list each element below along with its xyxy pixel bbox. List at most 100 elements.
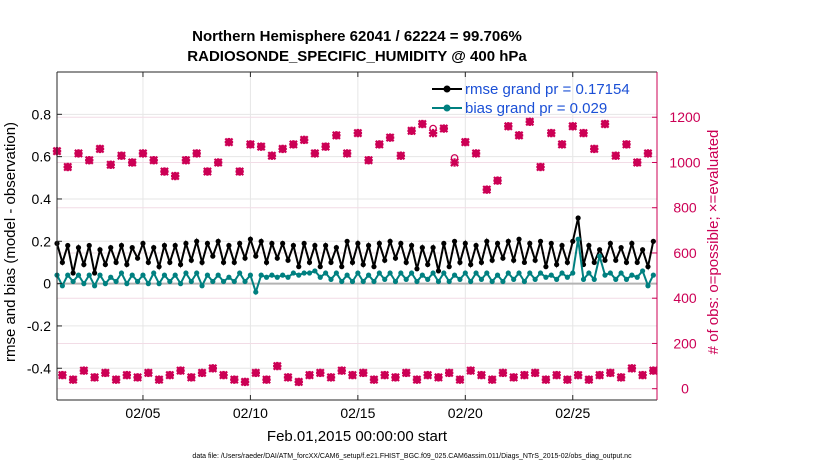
- rmse-point: [419, 245, 425, 251]
- obs-evaluated-point: [305, 370, 314, 380]
- bias-point: [607, 270, 613, 276]
- rmse-point: [151, 245, 157, 251]
- rmse-point: [59, 259, 65, 266]
- bias-point: [113, 278, 119, 285]
- bias-point: [441, 270, 447, 276]
- obs-evaluated-point: [353, 128, 363, 138]
- rmse-point: [645, 264, 651, 270]
- bias-point: [263, 274, 270, 280]
- y-tick-label: 0.8: [32, 106, 52, 122]
- bias-point: [408, 270, 415, 276]
- obs-evaluated-point: [154, 375, 164, 385]
- rmse-point: [263, 259, 270, 266]
- rmse-point: [65, 242, 71, 249]
- rmse-point: [210, 253, 216, 259]
- obs-evaluated-point: [165, 370, 175, 380]
- bias-point: [591, 276, 597, 282]
- rmse-point: [344, 238, 350, 244]
- rmse-point: [650, 238, 656, 244]
- y-tick-label: 0: [43, 276, 51, 292]
- obs-evaluated-point: [536, 162, 545, 172]
- bias-point: [333, 270, 339, 276]
- bias-point: [457, 276, 463, 282]
- rmse-point: [430, 245, 436, 251]
- obs-evaluated-point: [369, 375, 379, 385]
- bias-point: [451, 272, 458, 278]
- rmse-point: [81, 261, 87, 268]
- bias-point: [242, 278, 248, 285]
- obs-evaluated-point: [229, 375, 239, 385]
- obs-evaluated-point: [444, 368, 454, 378]
- obs-evaluated-point: [106, 160, 116, 170]
- rmse-point: [543, 264, 549, 270]
- rmse-point: [145, 259, 151, 266]
- bias-point: [580, 276, 587, 282]
- rmse-line: [56, 217, 655, 274]
- obs-evaluated-point: [90, 373, 99, 382]
- rmse-point: [86, 242, 92, 249]
- obs-evaluated-point: [283, 373, 293, 382]
- bias-point: [570, 270, 576, 276]
- rmse-point: [408, 242, 415, 249]
- obs-evaluated-point: [299, 135, 309, 145]
- bias-point: [462, 270, 468, 276]
- rmse-point: [446, 264, 452, 270]
- bias-point: [484, 270, 490, 276]
- bias-point: [274, 274, 280, 280]
- obs-evaluated-point: [331, 130, 341, 140]
- rmse-point: [92, 270, 98, 276]
- bias-point: [634, 274, 640, 280]
- obs-evaluated-point: [57, 370, 67, 380]
- obs-evaluated-point: [460, 137, 470, 147]
- obs-evaluated-point: [289, 140, 298, 149]
- bias-point: [339, 278, 345, 285]
- obs-evaluated-point: [520, 370, 529, 380]
- bias-point: [355, 270, 361, 276]
- bias-point: [102, 281, 108, 287]
- x-axis-label: Feb.01,2015 00:00:00 start: [267, 428, 448, 445]
- rmse-point: [172, 242, 178, 249]
- x-tick-label: 02/10: [233, 405, 268, 421]
- obs-evaluated-point: [251, 368, 261, 378]
- rmse-point: [296, 264, 302, 270]
- obs-evaluated-point: [568, 121, 578, 131]
- bias-point: [215, 272, 221, 278]
- obs-evaluated-point: [439, 124, 449, 133]
- rmse-point: [451, 238, 458, 244]
- obs-evaluated-point: [407, 126, 416, 136]
- obs-evaluated-point: [450, 158, 459, 167]
- rmse-point: [618, 245, 624, 251]
- obs-evaluated-point: [326, 373, 336, 382]
- rmse-point: [70, 270, 76, 276]
- obs-evaluated-point: [262, 375, 271, 385]
- rmse-point: [306, 259, 313, 266]
- obs-evaluated-point: [256, 142, 266, 152]
- rmse-point: [392, 255, 399, 261]
- y-tick-label: 0.2: [32, 233, 52, 249]
- rmse-point: [425, 261, 431, 268]
- rmse-point: [285, 257, 291, 263]
- bias-point: [360, 278, 366, 285]
- rmse-point: [521, 259, 528, 266]
- rmse-point: [537, 238, 544, 244]
- bias-point: [247, 272, 254, 278]
- bias-point: [161, 272, 168, 278]
- rmse-point: [564, 259, 570, 266]
- rmse-point: [312, 242, 318, 249]
- bias-point: [188, 278, 194, 285]
- rmse-point: [548, 240, 554, 247]
- y-tick-label: 0.4: [32, 191, 52, 207]
- bias-point: [290, 270, 296, 276]
- bias-point: [586, 270, 592, 276]
- obs-evaluated-point: [477, 370, 486, 380]
- bias-point: [473, 270, 479, 276]
- rmse-point: [226, 242, 232, 249]
- obs-evaluated-point: [530, 368, 540, 378]
- bias-point: [129, 272, 135, 278]
- rmse-point: [511, 257, 517, 263]
- rmse-point: [247, 236, 254, 242]
- obs-evaluated-point: [240, 377, 250, 387]
- rmse-point: [500, 255, 506, 261]
- obs-evaluated-point: [412, 375, 422, 385]
- obs-evaluated-point: [482, 185, 492, 195]
